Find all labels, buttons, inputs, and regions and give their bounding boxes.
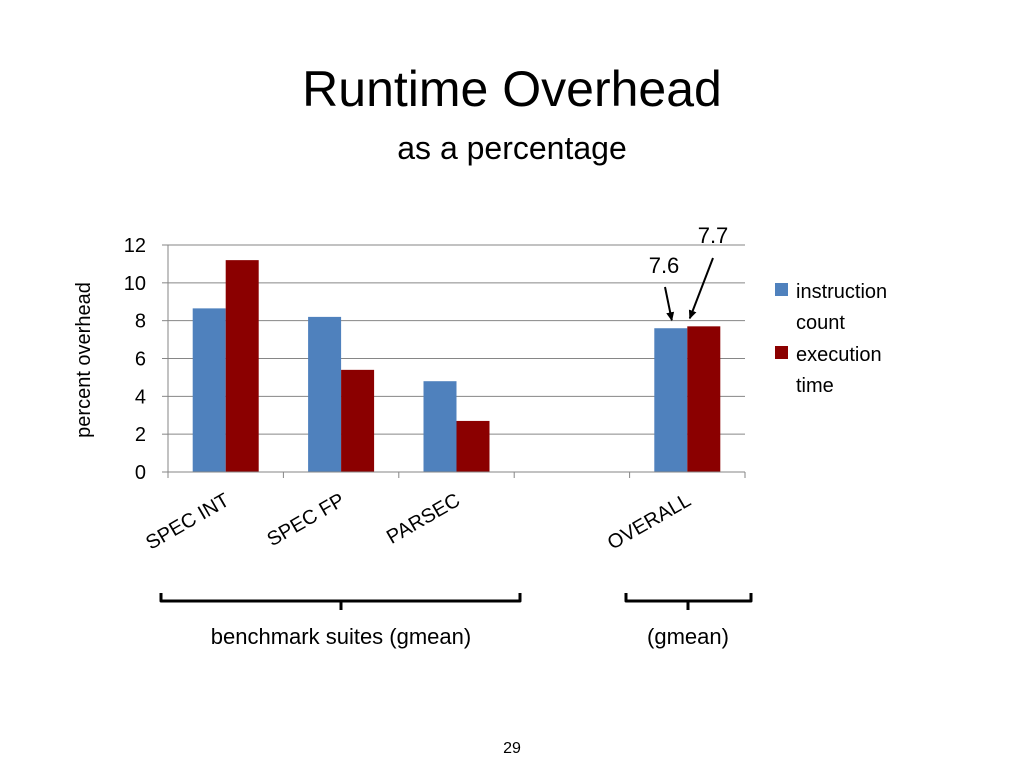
page-number: 29 — [503, 740, 521, 757]
y-axis-label: percent overhead — [73, 282, 95, 438]
y-tick-label: 2 — [135, 424, 146, 446]
y-tick-label: 8 — [135, 311, 146, 333]
group-brace — [624, 593, 753, 610]
group-braces: benchmark suites (gmean) (gmean) — [159, 593, 753, 649]
axes — [162, 244, 746, 478]
bar-execution-time — [687, 326, 721, 472]
legend-label: instruction — [796, 281, 887, 303]
legend-swatch — [775, 346, 788, 359]
bar-instruction-count — [192, 308, 226, 472]
annotation-label: 7.7 — [698, 223, 729, 248]
bar-instruction-count — [423, 381, 457, 472]
legend-label: execution — [796, 344, 882, 366]
bars — [192, 260, 721, 472]
bar-execution-time — [341, 369, 375, 472]
x-tick-labels: SPEC INT SPEC FP PARSEC OVERALL — [142, 489, 694, 554]
annotation-label: 7.6 — [649, 253, 680, 278]
bar-instruction-count — [308, 316, 342, 472]
y-tick-label: 6 — [135, 349, 146, 371]
y-tick-labels: 0 2 4 6 8 10 12 — [124, 235, 146, 484]
legend: instruction count execution time — [775, 281, 887, 397]
bar-execution-time — [456, 420, 490, 472]
bar-instruction-count — [654, 328, 688, 472]
legend-swatch — [775, 283, 788, 296]
x-tick-label: SPEC FP — [263, 489, 348, 551]
group-brace — [159, 593, 522, 610]
x-tick-label: OVERALL — [604, 489, 695, 554]
slide-title: Runtime Overhead — [302, 61, 722, 117]
y-tick-label: 10 — [124, 273, 146, 295]
group-label: (gmean) — [647, 624, 729, 649]
x-tick-label: SPEC INT — [142, 489, 233, 554]
y-tick-label: 0 — [135, 462, 146, 484]
group-label: benchmark suites (gmean) — [211, 624, 471, 649]
y-tick-label: 4 — [135, 386, 146, 408]
annotations: 7.6 7.7 — [649, 223, 729, 322]
annotation-arrow — [664, 286, 675, 322]
legend-label: count — [796, 312, 845, 334]
x-tick-label: PARSEC — [383, 489, 464, 548]
slide-subtitle: as a percentage — [397, 130, 627, 166]
bar-execution-time — [225, 260, 259, 472]
y-tick-label: 12 — [124, 235, 146, 257]
annotation-arrow — [688, 257, 714, 320]
legend-label: time — [796, 375, 834, 397]
